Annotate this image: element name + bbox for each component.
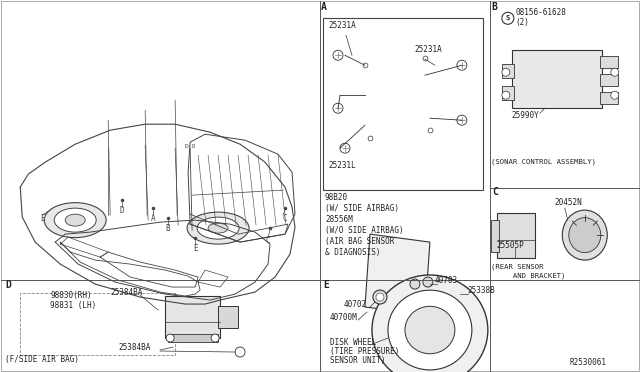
Bar <box>600 92 618 104</box>
Text: (REAR SENSOR: (REAR SENSOR <box>491 263 543 270</box>
Text: & DIAGNOSIS): & DIAGNOSIS) <box>325 248 381 257</box>
Ellipse shape <box>563 210 607 260</box>
Ellipse shape <box>208 223 228 233</box>
Circle shape <box>423 277 433 287</box>
Ellipse shape <box>197 217 239 239</box>
Circle shape <box>457 60 467 70</box>
Circle shape <box>502 12 514 24</box>
Circle shape <box>166 334 174 342</box>
Text: 25231L: 25231L <box>328 161 356 170</box>
Circle shape <box>376 293 384 301</box>
Text: B: B <box>166 224 170 232</box>
Ellipse shape <box>569 218 601 253</box>
Ellipse shape <box>54 208 96 232</box>
Bar <box>491 220 499 252</box>
Ellipse shape <box>388 290 472 370</box>
Bar <box>502 86 514 100</box>
Ellipse shape <box>405 306 455 354</box>
Text: (F/SIDE AIR BAG): (F/SIDE AIR BAG) <box>5 355 79 364</box>
Circle shape <box>502 68 510 76</box>
Bar <box>323 18 483 190</box>
Bar <box>168 334 218 342</box>
Bar <box>20 293 175 355</box>
Bar <box>502 64 514 78</box>
Text: 25990Y: 25990Y <box>512 111 540 120</box>
Text: A: A <box>151 214 156 222</box>
Text: (2): (2) <box>516 18 530 27</box>
Ellipse shape <box>187 212 249 244</box>
Bar <box>165 296 220 338</box>
Text: B: B <box>492 2 498 12</box>
Text: E: E <box>193 244 197 253</box>
Circle shape <box>457 115 467 125</box>
Circle shape <box>611 68 619 76</box>
Text: 98B20: 98B20 <box>325 193 348 202</box>
Bar <box>600 56 618 68</box>
Text: 25384BA: 25384BA <box>118 343 150 352</box>
Bar <box>512 50 602 108</box>
Text: D-O: D-O <box>184 144 196 149</box>
Text: 40703: 40703 <box>435 276 458 285</box>
Ellipse shape <box>44 203 106 238</box>
Text: S: S <box>506 15 510 21</box>
Text: D: D <box>120 206 124 215</box>
Bar <box>497 213 535 258</box>
Text: 28556M: 28556M <box>325 215 353 224</box>
Circle shape <box>502 91 510 99</box>
Text: 40702: 40702 <box>344 300 367 309</box>
Text: (SONAR CONTROL ASSEMBLY): (SONAR CONTROL ASSEMBLY) <box>491 158 596 165</box>
Text: C: C <box>266 235 270 245</box>
Circle shape <box>333 103 343 113</box>
Text: 98830(RH): 98830(RH) <box>50 291 92 300</box>
Text: 25338B: 25338B <box>468 286 495 295</box>
Circle shape <box>373 290 387 304</box>
Text: (TIRE PRESSURE): (TIRE PRESSURE) <box>330 347 399 356</box>
Text: R2530061: R2530061 <box>570 358 607 367</box>
Text: 40700M: 40700M <box>330 313 358 322</box>
Text: C: C <box>283 214 287 222</box>
Bar <box>218 306 238 328</box>
Text: (W/O SIDE AIRBAG): (W/O SIDE AIRBAG) <box>325 226 404 235</box>
Circle shape <box>235 347 245 357</box>
Text: 25505P: 25505P <box>497 241 525 250</box>
Ellipse shape <box>372 275 488 372</box>
Circle shape <box>333 50 343 60</box>
Text: (W/ SIDE AIRBAG): (W/ SIDE AIRBAG) <box>325 204 399 213</box>
Text: 25384BA: 25384BA <box>110 288 143 297</box>
Text: E: E <box>40 214 45 222</box>
Text: 25231A: 25231A <box>328 21 356 30</box>
Circle shape <box>211 334 219 342</box>
Ellipse shape <box>65 214 85 226</box>
Circle shape <box>340 143 350 153</box>
Text: SENSOR UNIT): SENSOR UNIT) <box>330 356 385 365</box>
Text: AND BRACKET): AND BRACKET) <box>491 272 565 279</box>
Text: C: C <box>492 187 498 197</box>
Text: D: D <box>5 280 11 290</box>
Text: 25231A: 25231A <box>415 45 443 54</box>
Text: E: E <box>323 280 329 290</box>
Bar <box>600 74 618 86</box>
Text: A: A <box>321 2 327 12</box>
Text: 98831 (LH): 98831 (LH) <box>50 301 97 310</box>
Polygon shape <box>365 234 430 314</box>
Circle shape <box>410 279 420 289</box>
Text: 08156-61628: 08156-61628 <box>516 8 566 17</box>
Circle shape <box>611 91 619 99</box>
Text: DISK WHEEL: DISK WHEEL <box>330 338 376 347</box>
Text: (AIR BAG SENSOR: (AIR BAG SENSOR <box>325 237 394 246</box>
Text: 20452N: 20452N <box>555 198 582 207</box>
